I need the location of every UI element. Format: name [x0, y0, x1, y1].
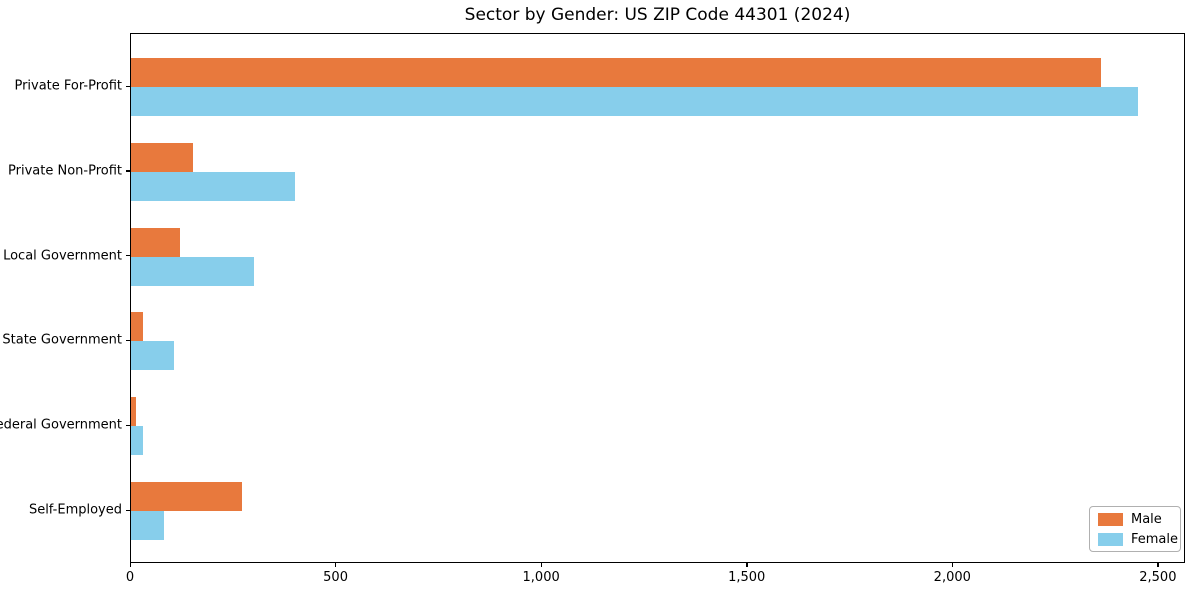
bar-male-state-government — [131, 312, 143, 342]
legend-swatch-female — [1098, 532, 1123, 546]
legend-item-female: Female — [1098, 532, 1178, 547]
chart-title: Sector by Gender: US ZIP Code 44301 (202… — [464, 5, 851, 25]
bar-female-private-for-profit — [131, 87, 1139, 116]
ytick-label-local-government: Local Government — [3, 248, 122, 264]
ytick-mark-private-for-profit — [126, 85, 130, 87]
bar-female-state-government — [131, 341, 175, 371]
bar-male-private-non-profit — [131, 142, 193, 172]
ytick-label-self-employed: Self-Employed — [28, 502, 122, 518]
ytick-mark-federal-government — [126, 424, 130, 426]
ytick-label-private-non-profit: Private Non-Profit — [8, 163, 122, 179]
xtick-label-0: 0 — [125, 570, 135, 585]
ytick-label-federal-government: Federal Government — [0, 417, 122, 433]
legend-swatch-male — [1098, 512, 1123, 526]
xtick-mark-2000 — [951, 563, 954, 567]
bar-female-federal-government — [131, 426, 144, 456]
legend-label-male: Male — [1131, 511, 1162, 527]
xtick-mark-0 — [129, 563, 131, 567]
bar-female-local-government — [131, 256, 255, 286]
xtick-mark-500 — [335, 563, 337, 567]
ytick-label-state-government: State Government — [2, 332, 122, 348]
ytick-label-private-for-profit: Private For-Profit — [14, 78, 122, 94]
legend: Male Female — [1089, 506, 1181, 552]
ytick-mark-state-government — [126, 339, 130, 342]
bar-male-private-for-profit — [131, 58, 1102, 87]
bar-male-local-government — [131, 227, 181, 257]
xtick-mark-1500 — [746, 563, 748, 567]
xtick-label-2000: 2,000 — [933, 570, 971, 585]
xtick-mark-2500 — [1157, 563, 1159, 567]
legend-item-male: Male — [1098, 512, 1172, 527]
ytick-mark-local-government — [126, 255, 130, 257]
bar-male-self-employed — [131, 482, 242, 511]
ytick-mark-private-non-profit — [126, 170, 130, 172]
xtick-label-1500: 1,500 — [728, 570, 766, 585]
plot-area — [130, 33, 1185, 563]
legend-label-female: Female — [1131, 531, 1179, 547]
xtick-label-500: 500 — [323, 570, 348, 585]
ytick-mark-self-employed — [126, 509, 130, 511]
bar-female-self-employed — [131, 511, 164, 540]
xtick-mark-1000 — [540, 563, 542, 567]
xtick-label-2500: 2,500 — [1139, 570, 1177, 585]
xtick-label-1000: 1,000 — [522, 570, 560, 585]
bar-male-federal-government — [131, 397, 136, 427]
bar-female-private-non-profit — [131, 171, 296, 201]
